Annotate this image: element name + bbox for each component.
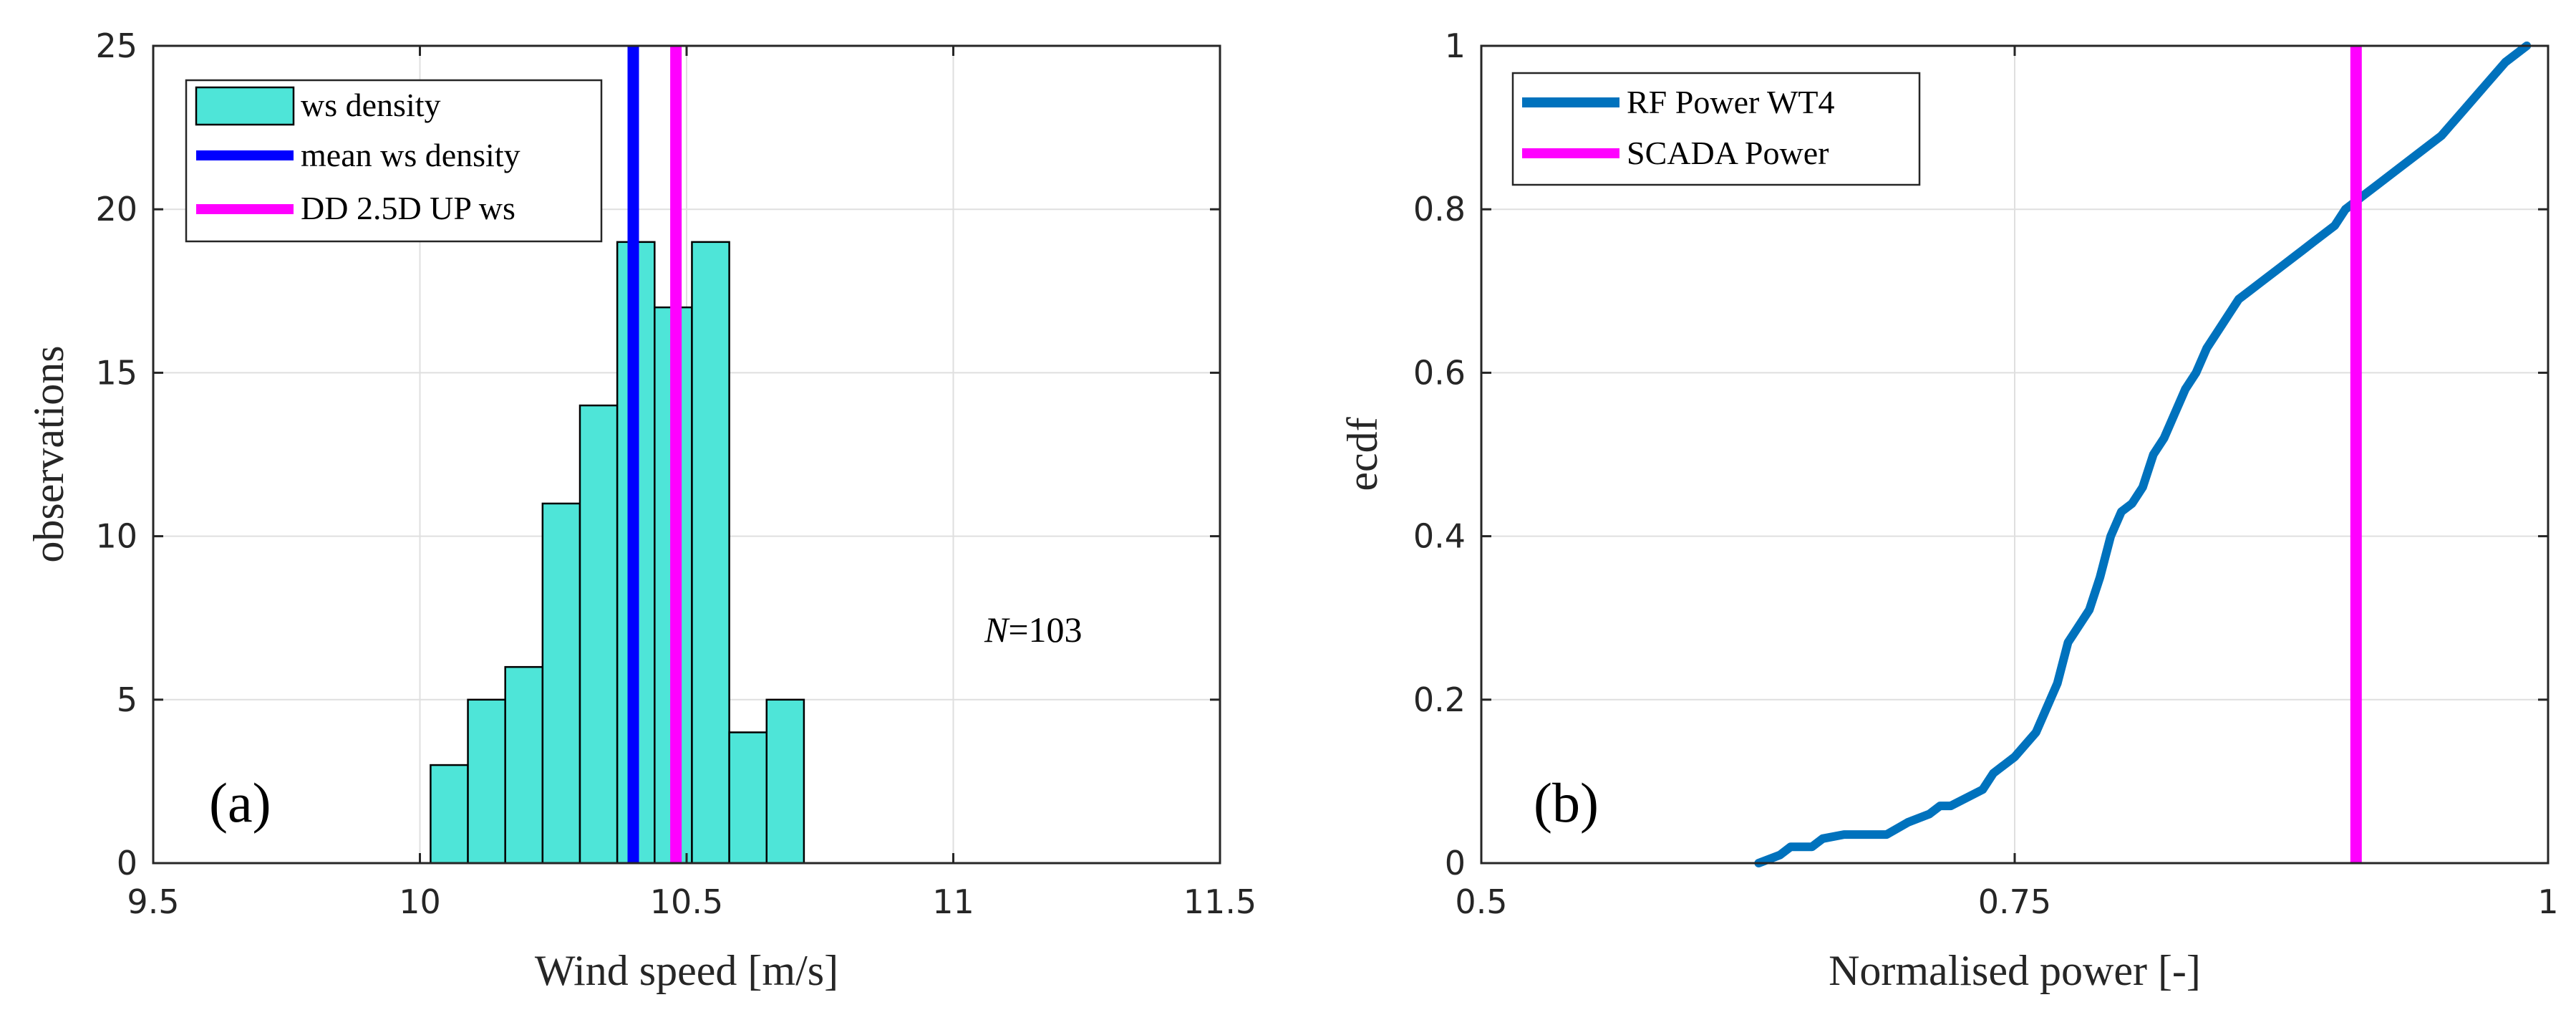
x-tick-label: 0.75 — [1978, 882, 2051, 921]
x-tick-label: 10 — [399, 882, 441, 921]
y-tick-label: 0 — [117, 844, 137, 882]
y-tick-label: 15 — [95, 353, 137, 392]
y-tick-label: 20 — [95, 190, 137, 228]
histogram-bar — [691, 241, 730, 865]
legend-b: RF Power WT4 SCADA Power — [1511, 72, 1921, 186]
panel-label-b: (b) — [1534, 771, 1599, 834]
histogram-bar — [430, 764, 469, 865]
histogram-bar — [765, 698, 805, 865]
legend-label-rf-power: RF Power WT4 — [1627, 84, 1835, 120]
sample-size-annotation: N=103 — [984, 610, 1083, 650]
histogram-bar — [504, 665, 544, 865]
y-ticks-a: 0 5 10 15 20 25 — [95, 27, 1220, 882]
annotation-symbol: N — [984, 610, 1010, 650]
legend-box-b — [1511, 72, 1921, 186]
legend-a: ws density mean ws density DD 2.5D UP ws — [185, 79, 603, 243]
x-tick-label: 0.5 — [1455, 882, 1507, 921]
legend-swatch-ws-density — [195, 86, 295, 126]
x-tick-label: 9.5 — [127, 882, 179, 921]
y-tick-label: 0.4 — [1413, 517, 1466, 556]
ecdf-panel: 0.5 0.75 1 0 0.2 0.4 0.6 0.8 1 Normalised power… — [1339, 27, 2559, 994]
histogram-panel: 9.5 10 10.5 11 11.5 0 5 10 15 20 25 Wind speed [m… — [25, 27, 1256, 994]
x-tick-label: 11.5 — [1183, 882, 1256, 921]
histogram-bar — [728, 731, 768, 865]
y-tick-label: 0 — [1445, 844, 1466, 882]
y-axis-label-b: ecdf — [1339, 417, 1386, 491]
histogram-bar — [578, 404, 619, 865]
annotation-value: =103 — [1008, 610, 1082, 650]
histogram-bar — [541, 502, 581, 865]
x-ticks-b: 0.5 0.75 1 — [1455, 46, 2559, 921]
y-tick-label: 10 — [95, 517, 137, 556]
y-ticks-b: 0 0.2 0.4 0.6 0.8 1 — [1413, 27, 2548, 882]
y-axis-label-a: observations — [25, 345, 72, 562]
histogram-bar — [467, 698, 506, 865]
x-tick-label: 11 — [932, 882, 974, 921]
legend-label-dd-ws: DD 2.5D UP ws — [301, 190, 515, 226]
y-tick-label: 0.6 — [1413, 353, 1466, 392]
legend-label-mean-ws-density: mean ws density — [301, 137, 520, 173]
legend-label-ws-density: ws density — [301, 87, 441, 123]
x-tick-label: 1 — [2537, 882, 2558, 921]
x-axis-label-a: Wind speed [m/s] — [535, 947, 838, 994]
y-tick-label: 1 — [1445, 27, 1466, 65]
x-tick-label: 10.5 — [650, 882, 723, 921]
reference-lines-a — [627, 46, 682, 863]
legend-label-scada-power: SCADA Power — [1627, 135, 1829, 171]
grid-b — [1481, 46, 2548, 863]
x-axis-label-b: Normalised power [-] — [1829, 947, 2201, 994]
y-tick-label: 0.8 — [1413, 190, 1466, 228]
panel-label-a: (a) — [209, 771, 271, 834]
y-tick-label: 5 — [117, 680, 137, 719]
y-tick-label: 25 — [95, 27, 137, 65]
y-tick-label: 0.2 — [1413, 680, 1466, 719]
ecdf-line-rf-power-wt4 — [1754, 42, 2532, 867]
x-ticks-a: 9.5 10 10.5 11 11.5 — [127, 46, 1256, 921]
